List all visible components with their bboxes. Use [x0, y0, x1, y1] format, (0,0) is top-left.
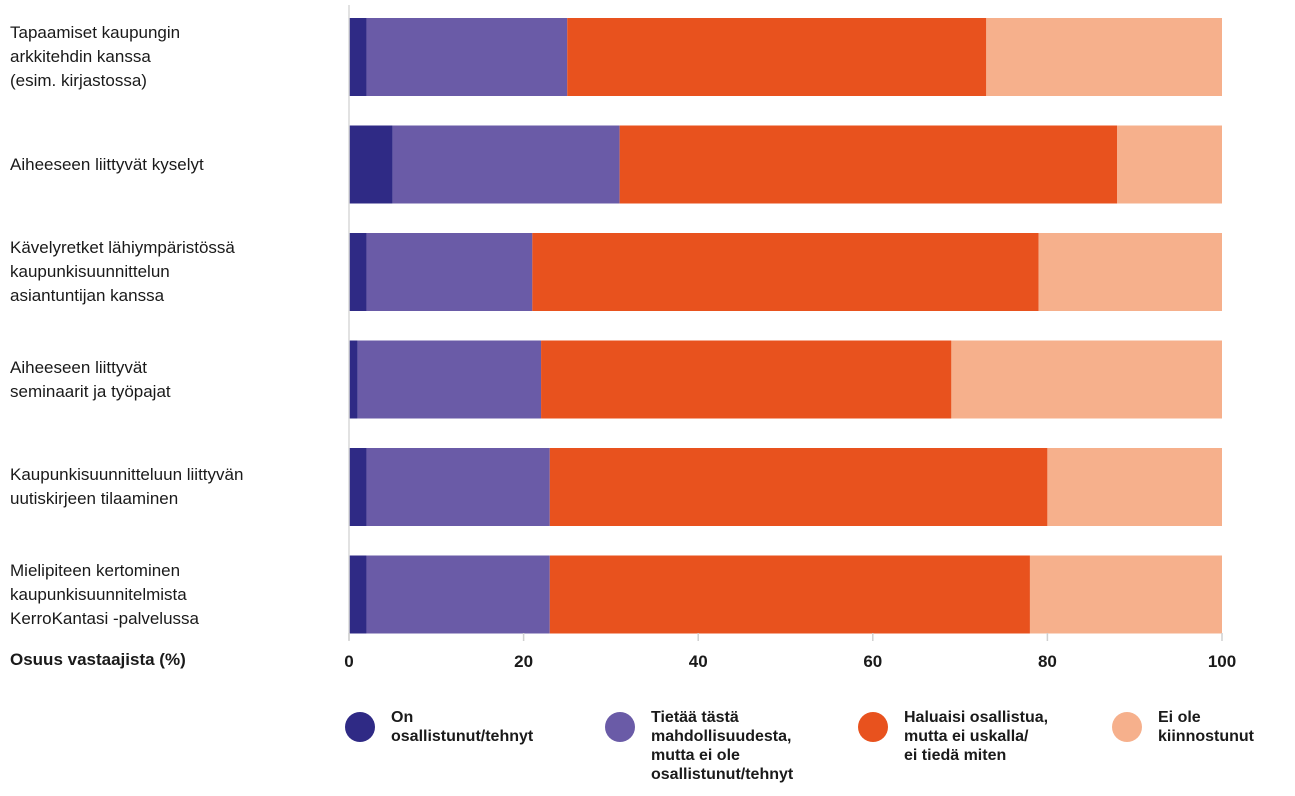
bar-segment-1-2 — [366, 18, 568, 96]
bar-segment-2-3 — [619, 125, 1118, 204]
bar-segment-1-4 — [986, 18, 1222, 96]
bar-segment-4-2 — [357, 340, 542, 419]
bar-segment-4-4 — [951, 340, 1222, 419]
legend-item: Tietää tästä mahdollisuudesta, mutta ei … — [605, 708, 793, 784]
bar-segment-2-4 — [1117, 125, 1222, 204]
bar-segment-2-1 — [349, 125, 393, 204]
category-label: Aiheeseen liittyvät kyselyt — [10, 154, 204, 174]
x-tick-label: 0 — [344, 652, 353, 671]
bar-segment-6-3 — [549, 555, 1030, 634]
category-label: Tapaamiset kaupungin arkkitehdin kanssa … — [10, 23, 181, 90]
legend-swatch — [1112, 712, 1142, 742]
bar-segment-3-3 — [532, 233, 1039, 311]
bar-segment-6-2 — [366, 555, 550, 634]
bar-segment-6-1 — [349, 555, 367, 634]
legend-swatch — [345, 712, 375, 742]
bar-segment-6-4 — [1029, 555, 1222, 634]
legend-item: On osallistunut/tehnyt — [345, 708, 533, 746]
category-label: Kävelyretket lähiympäristössä kaupunkisu… — [10, 238, 235, 305]
legend-item: Haluaisi osallistua, mutta ei uskalla/ e… — [858, 708, 1048, 765]
legend-label: On osallistunut/tehnyt — [391, 709, 534, 745]
x-axis: 0 20 40 60 80 100 — [344, 5, 1236, 671]
bar-segment-3-2 — [366, 233, 533, 311]
legend-label: Haluaisi osallistua, mutta ei uskalla/ e… — [904, 709, 1049, 764]
x-axis-label: Osuus vastaajista (%) — [10, 650, 186, 669]
legend-label: Tietää tästä mahdollisuudesta, mutta ei … — [651, 709, 794, 783]
bars-group — [349, 18, 1222, 634]
bar-segment-5-2 — [366, 448, 550, 526]
bar-segment-5-4 — [1047, 448, 1222, 526]
category-label: Aiheeseen liittyvät seminaarit ja työpaj… — [10, 357, 171, 401]
bar-segment-4-1 — [349, 340, 358, 419]
x-tick-label: 40 — [689, 652, 708, 671]
bar-segment-5-1 — [349, 448, 367, 526]
stacked-bar-chart: 0 20 40 60 80 100 — [344, 5, 1236, 671]
legend-item: Ei ole kiinnostunut — [1112, 708, 1254, 746]
x-tick-label: 20 — [514, 652, 533, 671]
bar-segment-4-3 — [541, 340, 952, 419]
bar-segment-3-4 — [1038, 233, 1222, 311]
legend-label: Ei ole kiinnostunut — [1158, 709, 1254, 745]
category-label: Mielipiteen kertominen kaupunkisuunnitel… — [10, 560, 199, 628]
bar-segment-2-2 — [392, 125, 620, 204]
legend-swatch — [858, 712, 888, 742]
x-tick-label: 80 — [1038, 652, 1057, 671]
bar-segment-3-1 — [349, 233, 367, 311]
bar-segment-1-1 — [349, 18, 367, 96]
x-tick-label: 60 — [863, 652, 882, 671]
x-tick-label: 100 — [1208, 652, 1236, 671]
bar-segment-5-3 — [549, 448, 1048, 526]
legend: On osallistunut/tehnyt Tietää tästä mahdo… — [0, 708, 1295, 796]
bar-segment-1-3 — [567, 18, 987, 96]
category-label: Kaupunkisuunnitteluun liittyvän uutiskir… — [10, 465, 244, 508]
legend-swatch — [605, 712, 635, 742]
